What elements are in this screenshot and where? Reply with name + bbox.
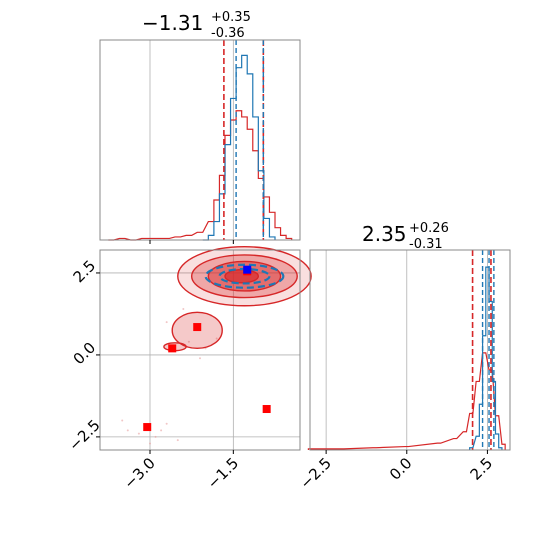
sample-dot [121, 419, 124, 422]
title-param-2-plus: +0.26 [409, 221, 449, 236]
joint-panel: −3.0 −1.5 −2.5 0.0 2.5 [65, 246, 312, 493]
x-tick-label: −1.5 [204, 454, 242, 492]
contour-blue [204, 263, 285, 289]
sample-dot [215, 337, 218, 340]
point-red [262, 405, 271, 414]
sample-dot [154, 435, 157, 438]
hist-red-param-1 [108, 110, 293, 241]
title-param-2-minus: -0.31 [409, 237, 443, 252]
title-param-1: −1.31 [142, 11, 203, 35]
point-red [168, 344, 177, 353]
point-red [193, 323, 202, 332]
y-tick-label: 0.0 [70, 339, 100, 369]
title-param-2: 2.35 [362, 222, 407, 246]
sample-dot [199, 357, 201, 360]
joint-frame [99, 249, 301, 451]
y-tick-label: 2.5 [70, 257, 100, 287]
marginal-1-frame [99, 39, 301, 241]
sample-dot [160, 429, 163, 432]
sample-dot [149, 442, 151, 445]
x-tick-label: 2.5 [467, 454, 497, 484]
x-tick-label: −3.0 [120, 454, 158, 492]
point-red [143, 423, 152, 432]
sample-dot [182, 308, 185, 311]
title-param-1-value: −1.31 [142, 11, 203, 35]
x-tick-label: −2.5 [296, 454, 334, 492]
sample-dot [187, 340, 190, 343]
title-param-1-plus: +0.35 [211, 10, 251, 25]
contour-red [224, 268, 260, 284]
sample-dot [137, 432, 140, 435]
x-tick-label: 0.0 [386, 454, 416, 484]
sample-dot [165, 422, 168, 425]
hist-blue-param-2 [469, 266, 503, 450]
title-param-1-minus: -0.36 [211, 26, 245, 41]
marginal-panel-param-2: −2.5 0.0 2.5 [296, 249, 511, 493]
marginal-panel-param-1 [99, 39, 301, 244]
sample-dot [165, 321, 168, 324]
hist-red-param-2 [307, 352, 506, 450]
marginal-2-frame [309, 249, 511, 451]
point-blue [243, 265, 252, 274]
sample-dot [126, 429, 129, 432]
sample-dot [176, 439, 179, 442]
title-param-2-value: 2.35 [362, 222, 407, 246]
y-tick-label: −2.5 [65, 416, 103, 454]
